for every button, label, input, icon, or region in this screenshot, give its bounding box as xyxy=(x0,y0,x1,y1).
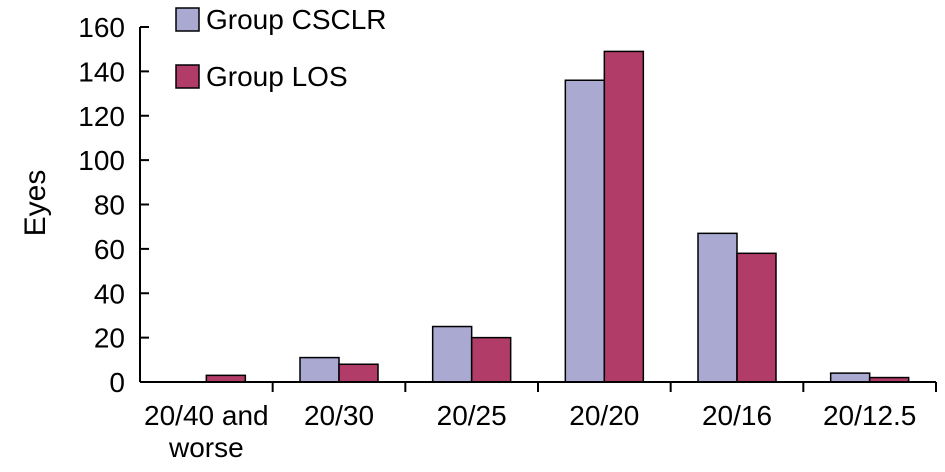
x-tick-label: 20/25 xyxy=(437,400,507,431)
bar-los-3 xyxy=(603,50,645,383)
x-tick-label-line: 20/16 xyxy=(702,400,772,431)
y-tick-label: 20 xyxy=(94,323,125,354)
x-tick-label-line: 20/20 xyxy=(569,400,639,431)
y-tick-label: 60 xyxy=(94,234,125,265)
bar-csclr-5 xyxy=(829,372,871,383)
x-tick-label-line: 20/30 xyxy=(304,400,374,431)
legend-swatch xyxy=(175,7,200,32)
y-tick-label: 160 xyxy=(78,12,125,43)
x-tick-label-line: 20/40 and xyxy=(144,400,269,431)
x-tick-label: 20/16 xyxy=(702,400,772,431)
legend-label: Group CSCLR xyxy=(206,4,387,35)
x-tick-label: 20/40 and worse xyxy=(144,400,269,463)
y-axis-label: Eyes xyxy=(19,170,52,237)
legend-label: Group LOS xyxy=(206,61,348,92)
bar-los-2 xyxy=(470,336,512,383)
legend: Group CSCLR Group LOS xyxy=(175,4,387,92)
bar-csclr-1 xyxy=(299,356,340,383)
x-tick-label-line: 20/25 xyxy=(437,400,507,431)
x-tick-label: 20/12.5 xyxy=(823,400,916,431)
x-tick-label-line: worse xyxy=(168,432,244,463)
y-tick-label: 40 xyxy=(94,278,125,309)
y-ticks-layer: 0 20 40 60 80 100 120 140 160 xyxy=(78,12,149,398)
bars-layer xyxy=(205,50,910,383)
bar-csclr-2 xyxy=(431,325,473,383)
y-tick-label: 140 xyxy=(78,56,125,87)
legend-swatch xyxy=(175,64,200,89)
bar-csclr-3 xyxy=(564,79,606,383)
bar-los-4 xyxy=(736,252,777,383)
y-tick-label: 120 xyxy=(78,101,125,132)
x-tick-label: 20/30 xyxy=(304,400,374,431)
bar-csclr-4 xyxy=(697,232,738,383)
y-tick-label: 80 xyxy=(94,190,125,221)
bar-los-1 xyxy=(338,363,379,383)
y-tick-label: 0 xyxy=(109,367,125,398)
x-tick-label-line: 20/12.5 xyxy=(823,400,916,431)
x-ticks-layer: 20/40 and worse 20/30 20/25 20/20 20/16 20/12.… xyxy=(144,382,937,463)
y-tick-label: 100 xyxy=(78,145,125,176)
x-tick-label: 20/20 xyxy=(569,400,639,431)
